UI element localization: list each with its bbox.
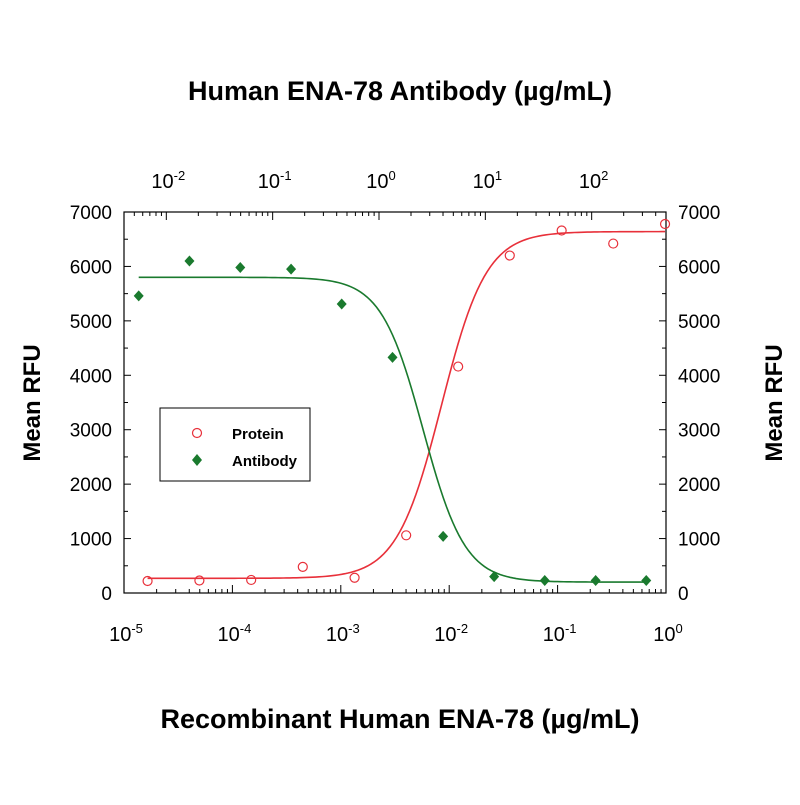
y-right-tick-label: 2000 bbox=[678, 475, 720, 496]
protein-data-point bbox=[142, 575, 153, 587]
plot-border bbox=[123, 211, 667, 594]
y-left-tick-label: 4000 bbox=[70, 366, 112, 387]
legend-antibody-label: Antibody bbox=[232, 453, 298, 470]
legend-box bbox=[159, 407, 311, 482]
x-bottom-tick-label: 10-1 bbox=[543, 621, 577, 646]
left-axis-title: Mean RFU bbox=[19, 344, 46, 461]
antibody-data-point bbox=[184, 255, 195, 267]
protein-data-point bbox=[297, 561, 308, 572]
antibody-data-point bbox=[133, 290, 144, 302]
y-right-tick-label: 3000 bbox=[678, 421, 720, 442]
protein-data-point bbox=[608, 238, 619, 249]
antibody-data-point bbox=[336, 298, 347, 310]
plot-frame bbox=[123, 211, 667, 594]
right-axis-title: Mean RFU bbox=[761, 344, 788, 461]
antibody-data-point bbox=[590, 574, 601, 586]
legend-protein-label: Protein bbox=[232, 426, 284, 443]
legend-antibody-marker bbox=[192, 454, 202, 466]
antibody-data-point bbox=[539, 574, 550, 586]
y-right-tick-label: 7000 bbox=[678, 203, 720, 224]
x-bottom-tick-label: 10-3 bbox=[326, 621, 360, 646]
protein-data-point bbox=[556, 225, 567, 236]
x-bottom-tick-label: 10-4 bbox=[217, 621, 251, 646]
protein-data-point bbox=[659, 218, 671, 230]
y-right-tick-label: 4000 bbox=[678, 366, 720, 387]
y-left-tick-label: 1000 bbox=[70, 530, 112, 551]
antibody-data-point bbox=[489, 571, 500, 583]
protein-data-point bbox=[194, 575, 205, 586]
x-bottom-tick-label: 10-2 bbox=[434, 621, 468, 646]
y-left-tick-label: 7000 bbox=[70, 203, 112, 224]
protein-data-point bbox=[349, 572, 360, 583]
y-right-tick-label: 0 bbox=[678, 584, 689, 605]
antibody-data-point bbox=[438, 530, 449, 542]
y-left-tick-label: 6000 bbox=[70, 257, 112, 278]
protein-data-point bbox=[453, 361, 464, 372]
antibody-fit-curve bbox=[138, 276, 647, 583]
y-right-tick-label: 6000 bbox=[678, 257, 720, 278]
data-points bbox=[133, 218, 671, 587]
y-left-tick-label: 0 bbox=[101, 584, 112, 605]
y-right-tick-label: 5000 bbox=[678, 312, 720, 333]
protein-data-point bbox=[504, 250, 515, 261]
x-top-tick-label: 101 bbox=[473, 168, 502, 193]
antibody-data-point bbox=[235, 262, 246, 274]
x-top-tick-label: 10-1 bbox=[258, 168, 292, 193]
protein-data-point bbox=[246, 574, 257, 586]
x-top-tick-label: 10-2 bbox=[151, 168, 185, 193]
bottom-axis-title: Recombinant Human ENA-78 (µg/mL) bbox=[160, 704, 639, 734]
x-top-tick-label: 102 bbox=[579, 168, 608, 193]
y-right-tick-label: 1000 bbox=[678, 530, 720, 551]
y-left-tick-label: 3000 bbox=[70, 421, 112, 442]
x-top-tick-label: 100 bbox=[366, 168, 395, 193]
antibody-data-point bbox=[387, 351, 398, 363]
y-left-tick-label: 5000 bbox=[70, 312, 112, 333]
fit-curves bbox=[138, 230, 666, 583]
antibody-data-point bbox=[641, 574, 652, 586]
top-axis-title: Human ENA-78 Antibody (µg/mL) bbox=[188, 76, 612, 106]
protein-fit-curve bbox=[147, 230, 666, 580]
legend: Protein Antibody bbox=[159, 407, 311, 482]
axes-layer: 0 0 1000 1000 2000 2000 3000 3000 4000 4000 5000 50… bbox=[70, 168, 721, 646]
x-bottom-tick-label: 100 bbox=[653, 621, 682, 646]
protein-data-point bbox=[401, 530, 412, 541]
x-bottom-tick-label: 10-5 bbox=[109, 621, 143, 646]
antibody-data-point bbox=[286, 263, 297, 275]
y-left-tick-label: 2000 bbox=[70, 475, 112, 496]
legend-protein-marker bbox=[191, 427, 203, 439]
